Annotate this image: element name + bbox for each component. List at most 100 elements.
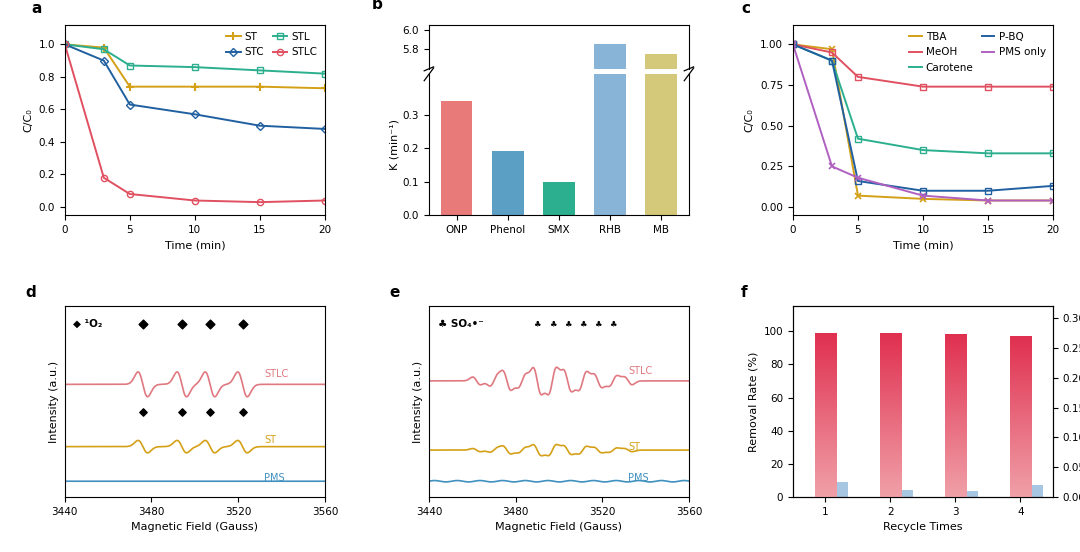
Carotene bbox=[786, 41, 799, 47]
Bar bbox=[594, 44, 626, 552]
Text: PMS: PMS bbox=[629, 473, 649, 483]
Y-axis label: Removal Rate (%): Removal Rate (%) bbox=[748, 352, 758, 452]
STL bbox=[97, 46, 110, 52]
Text: d: d bbox=[26, 285, 37, 300]
STL bbox=[319, 70, 332, 77]
TBA bbox=[851, 192, 864, 199]
Text: ◆ ¹O₂: ◆ ¹O₂ bbox=[73, 319, 103, 329]
X-axis label: Magnetic Field (Gauss): Magnetic Field (Gauss) bbox=[132, 522, 258, 532]
ST bbox=[254, 83, 267, 90]
Text: ♣: ♣ bbox=[609, 319, 617, 328]
Text: ♣: ♣ bbox=[579, 319, 586, 328]
TBA bbox=[982, 197, 995, 204]
TBA bbox=[786, 41, 799, 47]
ST bbox=[97, 44, 110, 51]
Text: ♣: ♣ bbox=[534, 319, 541, 328]
Text: PMS: PMS bbox=[265, 473, 285, 483]
MeOH bbox=[851, 73, 864, 80]
STLC bbox=[319, 197, 332, 204]
Y-axis label: C/C₀: C/C₀ bbox=[744, 108, 755, 132]
ST bbox=[123, 83, 136, 90]
MeOH bbox=[917, 83, 930, 90]
STC bbox=[58, 41, 71, 47]
Text: b: b bbox=[372, 0, 382, 13]
STLC bbox=[123, 190, 136, 197]
Line: STLC: STLC bbox=[62, 41, 328, 205]
PMS only bbox=[982, 197, 995, 204]
X-axis label: Time (min): Time (min) bbox=[164, 241, 225, 251]
PMS only bbox=[786, 41, 799, 47]
P-BQ bbox=[917, 188, 930, 194]
Bar bbox=[594, 0, 626, 215]
Bar bbox=[646, 0, 677, 215]
P-BQ bbox=[982, 188, 995, 194]
PMS only bbox=[1047, 197, 1059, 204]
X-axis label: Magnetic Field (Gauss): Magnetic Field (Gauss) bbox=[496, 522, 622, 532]
Point bbox=[173, 320, 190, 328]
ST bbox=[188, 83, 201, 90]
Carotene bbox=[1047, 150, 1059, 157]
Text: a: a bbox=[31, 2, 41, 17]
STL bbox=[188, 64, 201, 71]
Text: ♣: ♣ bbox=[594, 319, 602, 328]
Bar bbox=[827, 482, 848, 497]
Point bbox=[173, 407, 190, 416]
TBA bbox=[825, 46, 838, 52]
P-BQ bbox=[851, 178, 864, 184]
Text: ♣: ♣ bbox=[549, 319, 556, 328]
STLC bbox=[97, 174, 110, 181]
Line: TBA: TBA bbox=[789, 41, 1056, 204]
Line: MeOH: MeOH bbox=[789, 41, 1056, 90]
TBA bbox=[1047, 197, 1059, 204]
P-BQ bbox=[786, 41, 799, 47]
STC bbox=[97, 57, 110, 64]
Text: ST: ST bbox=[265, 435, 276, 445]
Text: c: c bbox=[741, 2, 750, 17]
STC bbox=[254, 123, 267, 129]
Line: ST: ST bbox=[60, 40, 329, 92]
Point bbox=[134, 320, 151, 328]
Text: STLC: STLC bbox=[265, 369, 288, 379]
Point bbox=[134, 407, 151, 416]
STL bbox=[58, 41, 71, 47]
MeOH bbox=[982, 83, 995, 90]
Legend: TBA, MeOH, Carotene, P-BQ, PMS only: TBA, MeOH, Carotene, P-BQ, PMS only bbox=[907, 30, 1048, 75]
Line: P-BQ: P-BQ bbox=[789, 41, 1056, 194]
Line: STC: STC bbox=[62, 41, 328, 132]
STLC bbox=[254, 199, 267, 205]
STC bbox=[188, 111, 201, 118]
Point bbox=[234, 320, 252, 328]
Carotene bbox=[982, 150, 995, 157]
PMS only bbox=[917, 192, 930, 199]
Text: ST: ST bbox=[629, 442, 640, 452]
STLC bbox=[188, 197, 201, 204]
P-BQ bbox=[825, 57, 838, 64]
STL bbox=[254, 67, 267, 74]
Text: e: e bbox=[390, 285, 401, 300]
Point bbox=[201, 407, 218, 416]
Line: Carotene: Carotene bbox=[789, 41, 1056, 156]
Carotene bbox=[825, 57, 838, 64]
Bar bbox=[646, 54, 677, 552]
Text: ♣: ♣ bbox=[564, 319, 571, 328]
Bar bbox=[892, 490, 914, 497]
P-BQ bbox=[1047, 183, 1059, 189]
Y-axis label: C/C₀: C/C₀ bbox=[23, 108, 33, 132]
Carotene bbox=[851, 135, 864, 142]
PMS only bbox=[851, 174, 864, 181]
Point bbox=[201, 320, 218, 328]
STL bbox=[123, 62, 136, 69]
Carotene bbox=[917, 147, 930, 153]
MeOH bbox=[1047, 83, 1059, 90]
X-axis label: Recycle Times: Recycle Times bbox=[883, 522, 962, 532]
Y-axis label: Intensity (a.u.): Intensity (a.u.) bbox=[414, 360, 423, 443]
ST bbox=[58, 41, 71, 47]
PMS only bbox=[825, 163, 838, 169]
Y-axis label: Intensity (a.u.): Intensity (a.u.) bbox=[50, 360, 59, 443]
Bar bbox=[543, 182, 575, 215]
Legend: ST, STC, STL, STLC: ST, STC, STL, STLC bbox=[224, 30, 320, 60]
Bar bbox=[441, 101, 472, 215]
TBA bbox=[917, 195, 930, 202]
Line: STL: STL bbox=[62, 41, 328, 77]
Y-axis label: K (min⁻¹): K (min⁻¹) bbox=[390, 119, 400, 170]
